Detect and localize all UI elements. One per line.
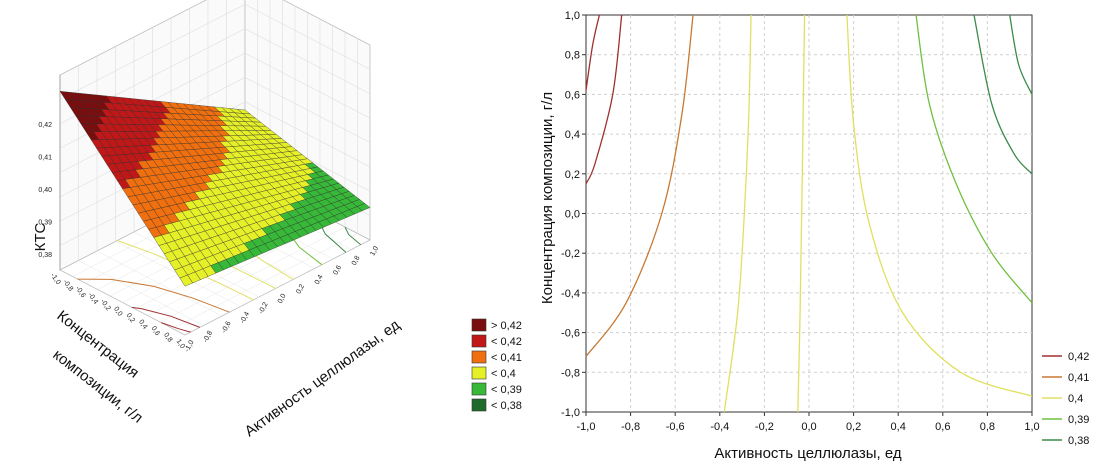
y-tick-label-3d: -0,6 — [74, 285, 87, 299]
contour-line-0-4 — [846, 14, 1033, 397]
legend-label: < 0,41 — [491, 352, 522, 364]
contour-line-0-38 — [973, 14, 1033, 175]
y-tick-label-3d: -0,2 — [99, 298, 112, 312]
x-tick-label: 0,0 — [801, 421, 816, 433]
y-axis-ticks: 1,0 0,8 0,6 0,4 0,2 0,0 -0,2 -0,4 -0,6 -0,8 -1,0 — [561, 10, 586, 419]
z-tick-label: 0,38 — [38, 252, 52, 259]
legend-color-box — [471, 398, 487, 412]
y-tick-label-3d: 0,4 — [137, 319, 148, 331]
legend-label: > 0,42 — [491, 320, 522, 332]
wall-grid — [59, 4, 371, 100]
y-tick-label: 0,0 — [565, 209, 580, 221]
contour-line-0-41 — [585, 14, 694, 357]
x-tick-label: 0,2 — [846, 421, 861, 433]
contour-line-0-4 — [723, 14, 752, 413]
x-tick-label-3d: 0,0 — [277, 293, 288, 305]
legend-color-box — [471, 382, 487, 396]
floor-contour — [344, 226, 362, 246]
y-tick-label: 0,8 — [565, 50, 580, 62]
legend-label: 0,39 — [1068, 414, 1089, 426]
y-tick-label-3d: -0,4 — [86, 292, 99, 306]
legend-label: 0,38 — [1068, 435, 1089, 447]
x-axis-label-3d: Активность целлюлазы, ед — [242, 316, 404, 440]
y-tick-label-3d: 0,2 — [125, 312, 136, 324]
legend-label: 0,4 — [1068, 393, 1083, 405]
x-tick-label-3d: 0,8 — [351, 255, 362, 267]
y-tick-label: -0,6 — [561, 328, 580, 340]
y-tick-label: -0,4 — [561, 288, 580, 300]
y-axis-label-3d-line2: композиции, г/л — [50, 346, 146, 427]
surface-chart: 0,380,390,400,410,42 -1,0-0,8-0,6-0,4-0,… — [32, 0, 403, 440]
x-tick-label-3d: -0,2 — [258, 301, 270, 315]
x-axis-ticks-3d: -1,0 -0,8 -0,6 -0,4 -0,2 0,0 0,2 0,4 0,6 0,8 1,0 — [184, 245, 380, 353]
x-tick-label-3d: 0,6 — [332, 264, 343, 276]
y-tick-label-3d: -0,8 — [61, 279, 74, 293]
contour-line-0-42 — [585, 14, 623, 185]
x-axis-label: Активность целлюлазы, ед — [714, 445, 902, 462]
contour-line-0-4 — [797, 14, 806, 413]
surface-mesh — [59, 91, 371, 287]
y-tick-label-3d: 0,0 — [112, 306, 123, 318]
y-tick-label: -0,8 — [561, 367, 580, 379]
x-tick-label-3d: -1,0 — [184, 339, 196, 353]
surface-cell — [179, 274, 193, 287]
z-axis-ticks: 0,38 0,39 0,40 0,41 0,42 — [38, 122, 52, 259]
x-tick-label-3d: 0,4 — [314, 274, 325, 286]
y-tick-label: -0,2 — [561, 248, 580, 260]
legend-label: 0,42 — [1068, 351, 1089, 363]
y-tick-label: 0,6 — [565, 89, 580, 101]
y-tick-label-3d: 0,8 — [162, 332, 173, 344]
legend-color-box — [471, 350, 487, 364]
y-tick-label: 0,4 — [565, 129, 580, 141]
x-tick-label: 0,4 — [891, 421, 906, 433]
x-tick-label: 1,0 — [1024, 421, 1039, 433]
x-tick-label: -0,6 — [666, 421, 685, 433]
contour-chart: -1,0 -0,8 -0,6 -0,4 -0,2 0,0 0,2 0,4 0,6 0,8 1,0 1… — [539, 10, 1089, 462]
y-tick-label: -1,0 — [561, 407, 580, 419]
y-axis-label: Концентрация композиции, г/л — [539, 92, 556, 304]
x-tick-label-3d: 1,0 — [369, 245, 380, 257]
x-tick-label: 0,6 — [935, 421, 950, 433]
floor-contour — [77, 278, 230, 313]
z-tick-label: 0,40 — [38, 187, 52, 194]
legend-label: < 0,38 — [491, 400, 522, 412]
contour-series — [585, 14, 1033, 413]
x-tick-label-3d: -0,4 — [239, 311, 251, 325]
legend-label: 0,41 — [1068, 372, 1089, 384]
legend-color-box — [471, 366, 487, 380]
y-tick-label-3d: -1,0 — [49, 272, 62, 286]
contour-line-0-39 — [915, 14, 1033, 304]
legend-color-box — [471, 318, 487, 332]
x-tick-label: 0,8 — [980, 421, 995, 433]
x-tick-label: -1,0 — [577, 421, 596, 433]
floor-contour — [131, 306, 200, 328]
legend-label: < 0,42 — [491, 336, 522, 348]
x-tick-label-3d: 0,2 — [295, 283, 306, 295]
x-tick-label: -0,8 — [621, 421, 640, 433]
z-axis-label: КТС — [32, 222, 49, 251]
legend-label: < 0,4 — [491, 368, 516, 380]
x-tick-label: -0,4 — [710, 421, 729, 433]
surface-legend: > 0,42 < 0,42 < 0,41 < 0,4 < 0,39 < 0,38 — [471, 318, 522, 412]
contour-line-0-38 — [1009, 14, 1033, 95]
x-axis-ticks: -1,0 -0,8 -0,6 -0,4 -0,2 0,0 0,2 0,4 0,6 0,8 1,0 — [577, 412, 1040, 433]
z-tick-label: 0,39 — [38, 219, 52, 226]
z-tick-label: 0,42 — [38, 122, 52, 129]
legend-label: < 0,39 — [491, 384, 522, 396]
x-tick-label-3d: -0,8 — [202, 330, 214, 344]
grid — [586, 15, 1032, 412]
y-tick-label: 1,0 — [565, 10, 580, 22]
y-tick-label-3d: 0,6 — [150, 325, 161, 337]
wall-grid — [59, 28, 371, 125]
legend-color-box — [471, 334, 487, 348]
y-tick-label: 0,2 — [565, 169, 580, 181]
z-tick-label: 0,41 — [38, 154, 52, 161]
contour-legend: 0,42 0,41 0,4 0,39 0,38 — [1042, 351, 1089, 447]
floor-contour — [161, 322, 191, 333]
x-tick-label: -0,2 — [755, 421, 774, 433]
x-tick-label-3d: -0,6 — [221, 320, 233, 334]
contour-line-0-42 — [585, 14, 601, 91]
y-tick-label-3d: 1,0 — [175, 338, 186, 350]
